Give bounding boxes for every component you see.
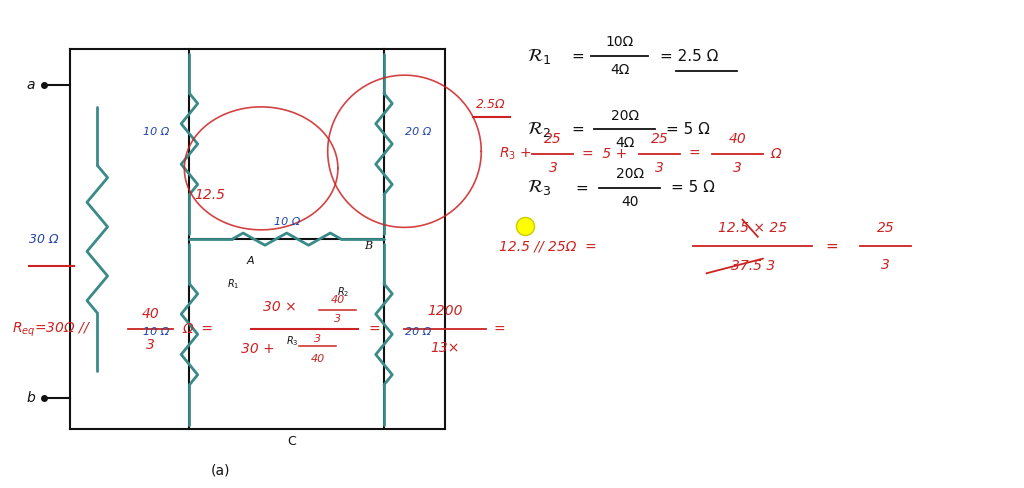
Text: $R_1$: $R_1$ (227, 277, 240, 291)
Text: 1200: 1200 (428, 304, 463, 318)
Text: 37.5 3: 37.5 3 (730, 259, 775, 273)
Text: B: B (365, 242, 373, 251)
Text: 10 Ω: 10 Ω (142, 127, 169, 137)
Text: $R_2$: $R_2$ (337, 285, 349, 299)
Text: 40: 40 (141, 307, 160, 321)
Text: Ω  =: Ω = (182, 323, 213, 336)
Text: 30 ×: 30 × (263, 301, 297, 314)
Text: 40: 40 (621, 195, 639, 208)
Text: 2.5Ω: 2.5Ω (476, 99, 506, 111)
Text: 3: 3 (335, 314, 341, 324)
Text: = 5 Ω: = 5 Ω (666, 122, 710, 137)
Text: 40: 40 (728, 132, 746, 146)
Text: Ω: Ω (770, 147, 780, 161)
Text: $\mathcal{R}_1$: $\mathcal{R}_1$ (527, 47, 552, 65)
Text: 30 +: 30 + (241, 342, 274, 356)
Text: 25: 25 (544, 132, 562, 146)
Text: =: = (571, 122, 584, 137)
Text: =: = (825, 239, 838, 254)
Text: $\mathcal{R}_3$: $\mathcal{R}_3$ (527, 179, 552, 197)
Text: 3: 3 (314, 334, 321, 344)
Text: b: b (27, 391, 35, 405)
Text: 10Ω: 10Ω (605, 36, 634, 49)
Text: =: = (575, 181, 588, 195)
Text: 13×: 13× (431, 341, 460, 355)
Text: 20Ω: 20Ω (615, 167, 644, 181)
Text: $\mathcal{R}_2$: $\mathcal{R}_2$ (527, 120, 552, 139)
Text: 12.5 × 25: 12.5 × 25 (718, 221, 787, 235)
Text: = 5 Ω: = 5 Ω (671, 181, 715, 195)
Text: 20 Ω: 20 Ω (404, 127, 431, 137)
Text: =: = (494, 323, 505, 336)
Text: a: a (27, 79, 35, 92)
Text: 3: 3 (655, 162, 664, 175)
Text: $R_3$ +: $R_3$ + (499, 145, 531, 162)
Text: 10 Ω: 10 Ω (142, 327, 169, 337)
Text: =: = (688, 147, 699, 161)
Text: 3: 3 (549, 162, 557, 175)
Text: 30 Ω: 30 Ω (30, 233, 58, 245)
Text: 3: 3 (733, 162, 741, 175)
Text: A: A (247, 256, 255, 266)
Text: $R_{eq}$=30Ω //: $R_{eq}$=30Ω // (12, 320, 94, 339)
Text: 20Ω: 20Ω (610, 109, 639, 122)
Text: 3: 3 (882, 258, 890, 272)
Text: =  5 +: = 5 + (582, 147, 627, 161)
Text: 40: 40 (331, 295, 345, 305)
Text: (a): (a) (210, 464, 230, 478)
Text: 25: 25 (650, 132, 669, 146)
Text: 25: 25 (877, 221, 895, 235)
Text: =: = (369, 323, 380, 336)
Text: C: C (288, 435, 296, 448)
Text: $R_3$: $R_3$ (286, 335, 298, 348)
Text: =: = (571, 49, 584, 63)
Text: 12.5 // 25Ω  =: 12.5 // 25Ω = (499, 240, 596, 253)
Text: 4Ω: 4Ω (610, 63, 629, 77)
Text: = 2.5 Ω: = 2.5 Ω (660, 49, 719, 63)
Text: 3: 3 (146, 338, 155, 352)
Text: 10 Ω: 10 Ω (273, 217, 300, 227)
Text: 4Ω: 4Ω (615, 136, 634, 150)
Text: 20 Ω: 20 Ω (404, 327, 431, 337)
Text: 40: 40 (310, 354, 325, 364)
Text: 12.5: 12.5 (195, 188, 225, 202)
